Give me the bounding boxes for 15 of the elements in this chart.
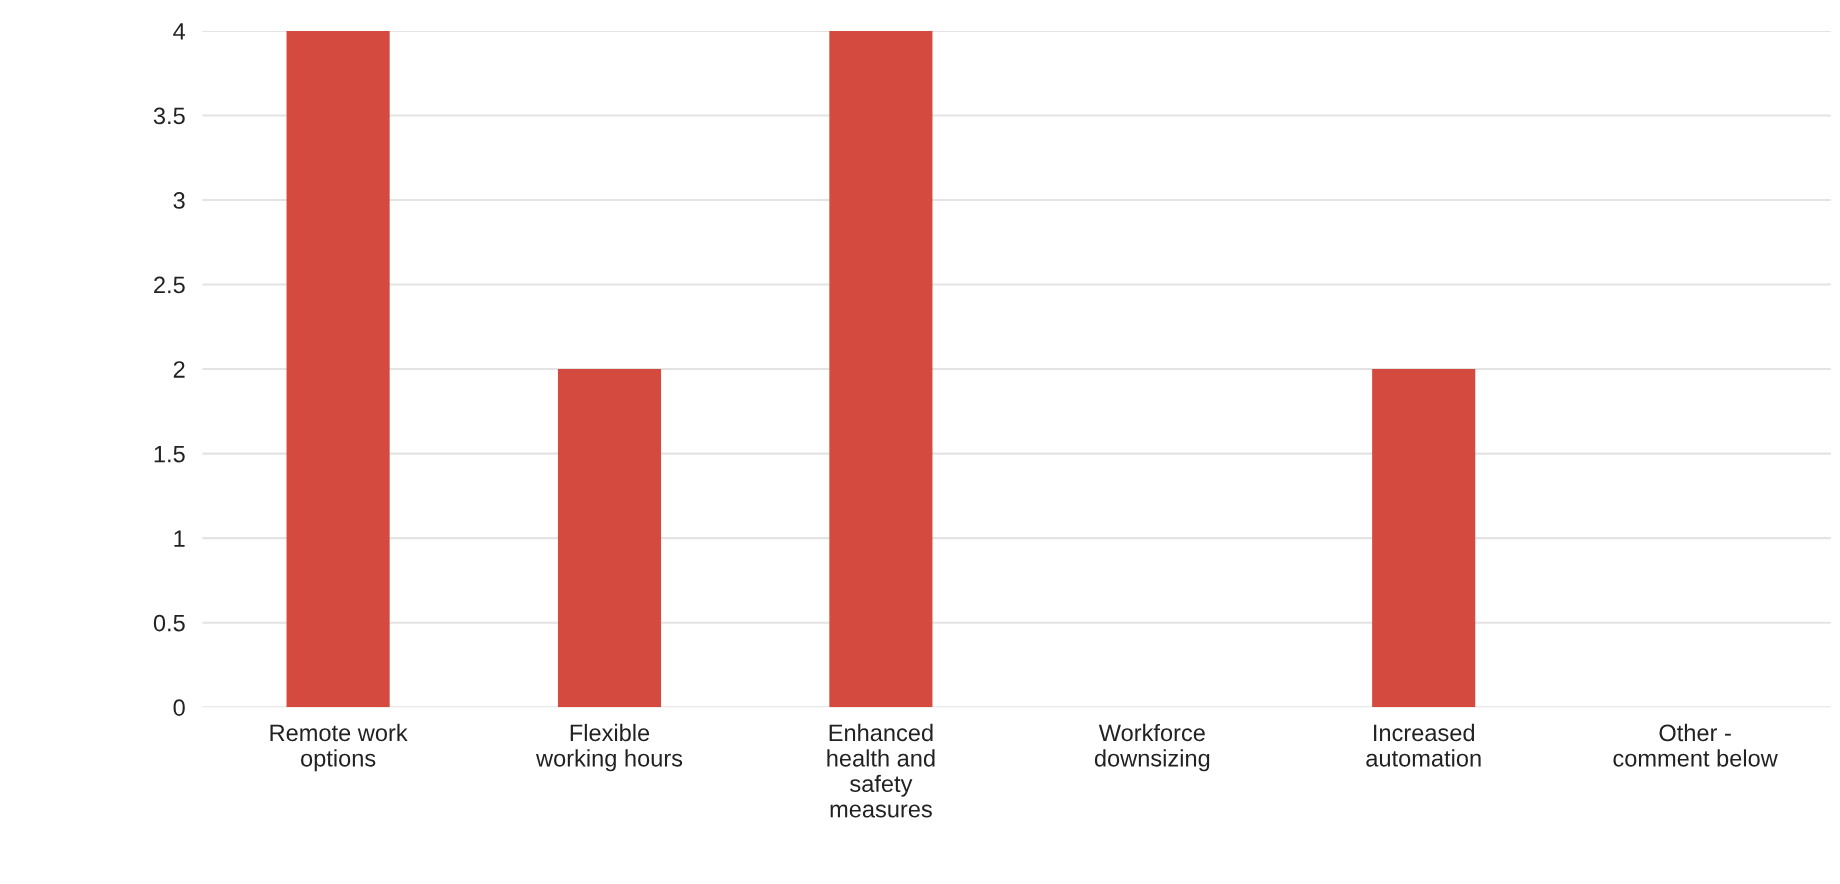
y-tick-label: 3.5 xyxy=(153,107,185,125)
y-tick-label: 0.5 xyxy=(153,614,185,632)
x-tick-label: Remote work options xyxy=(270,723,408,772)
x-tick-label: Workforce downsizing xyxy=(1094,723,1210,772)
x-tick-label: Increased automation xyxy=(1366,723,1481,767)
y-tick-label: 1 xyxy=(174,530,185,547)
x-tick-label: Other - comment below xyxy=(1613,723,1778,767)
x-tick-label: Flexible working hours xyxy=(535,723,683,772)
y-tick-label: 2.5 xyxy=(154,276,185,294)
y-tick-label: 2 xyxy=(173,361,185,378)
x-tick-label: Enhanced health and safety measures xyxy=(827,723,935,818)
y-tick-label: 0 xyxy=(173,699,185,716)
y-tick-label: 4 xyxy=(173,23,186,40)
y-tick-label: 1.5 xyxy=(154,445,185,463)
y-tick-label: 3 xyxy=(173,192,185,209)
